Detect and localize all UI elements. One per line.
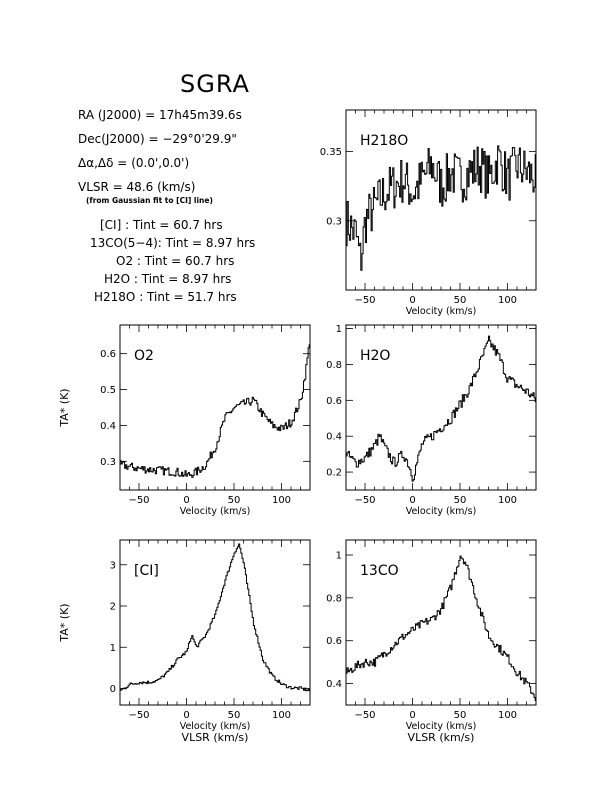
- x-axis-label: Velocity (km/s): [406, 306, 477, 317]
- tint-value: Tint = 51.7 hrs: [147, 290, 237, 304]
- tint-value: Tint = 8.97 hrs: [141, 272, 232, 286]
- y-tick-label: 0.6: [326, 396, 342, 407]
- y-tick-label: 0.3: [326, 216, 342, 227]
- vlsr-row: VLSR = 48.6 (km/s): [78, 180, 195, 194]
- x-axis-label: Velocity (km/s): [180, 721, 251, 732]
- x-tick-label: 0: [183, 710, 189, 721]
- vlsr-label: VLSR =: [78, 180, 123, 194]
- x-tick-label: 50: [454, 710, 467, 721]
- x-tick-label: 50: [228, 495, 241, 506]
- tint-row-ci: [CI] : Tint = 60.7 hrs: [100, 218, 223, 232]
- tint-value: Tint = 60.7 hrs: [132, 218, 223, 232]
- x-axis-label: Velocity (km/s): [180, 506, 251, 517]
- x-tick-label: 0: [409, 495, 415, 506]
- ra-label: RA (J2000) =: [78, 108, 156, 122]
- y-tick-label: 0.3: [100, 457, 116, 468]
- spectrum-line: [346, 335, 536, 482]
- y-tick-label: 3: [110, 560, 116, 571]
- y-tick-label: 0.5: [100, 385, 116, 396]
- offset-value: (0.0',0.0'): [131, 156, 190, 170]
- y-tick-label: 0.4: [326, 432, 342, 443]
- tint-line-name: H218O: [94, 290, 136, 304]
- species-label: H2O: [360, 348, 390, 364]
- x-tick-label: 0: [409, 295, 415, 306]
- vlsr-note: (from Gaussian fit to [CI] line): [86, 196, 213, 205]
- species-label: H218O: [360, 133, 408, 149]
- x-tick-label: −50: [128, 495, 149, 506]
- offset-row: Δα,Δδ = (0.0',0.0'): [78, 156, 189, 170]
- ra-value: 17h45m39.6s: [159, 108, 242, 122]
- y-tick-label: 0.4: [100, 421, 116, 432]
- spectrum-line: [120, 543, 310, 692]
- spectrum-line: [346, 145, 536, 271]
- tint-line-name: H2O: [104, 272, 131, 286]
- dec-label: Dec(J2000) =: [78, 132, 159, 146]
- y-tick-label: 0.6: [326, 636, 342, 647]
- y-tick-label: 0.2: [326, 468, 342, 479]
- x-tick-label: −50: [128, 710, 149, 721]
- vlsr-axis-label: VLSR (km/s): [408, 731, 475, 744]
- y-axis-label: TA* (K): [58, 603, 71, 642]
- y-tick-label: 0.4: [326, 679, 342, 690]
- y-tick-label: 1: [336, 551, 342, 562]
- tint-line-name: 13CO(5−4): [90, 236, 158, 250]
- x-tick-label: 50: [454, 495, 467, 506]
- x-tick-label: 0: [183, 495, 189, 506]
- y-tick-label: 0.35: [320, 147, 342, 158]
- y-tick-label: 0.8: [326, 593, 342, 604]
- dec-row: Dec(J2000) = −29°0'29.9": [78, 132, 237, 146]
- y-tick-label: 0.6: [100, 349, 116, 360]
- offset-label: Δα,Δδ =: [78, 156, 128, 170]
- x-axis-label: Velocity (km/s): [406, 721, 477, 732]
- tint-row-o2: O2 : Tint = 60.7 hrs: [116, 254, 235, 268]
- x-tick-label: −50: [354, 495, 375, 506]
- tint-value: Tint = 60.7 hrs: [144, 254, 235, 268]
- x-tick-label: 100: [272, 495, 291, 506]
- x-tick-label: 100: [498, 295, 517, 306]
- chart-panel-3: −50 0 50 100 0.2 0.4 0.6 0.8 1 Velocity (km/s) H2O: [326, 324, 537, 517]
- y-axis-label: TA* (K): [58, 388, 71, 427]
- x-tick-label: −50: [354, 710, 375, 721]
- y-tick-label: 0: [110, 684, 116, 695]
- vlsr-axis-label: VLSR (km/s): [182, 731, 249, 744]
- tint-row-h2o: H2O : Tint = 8.97 hrs: [104, 272, 232, 286]
- tint-line-name: O2: [116, 254, 134, 268]
- x-axis-label: Velocity (km/s): [406, 506, 477, 517]
- dec-value: −29°0'29.9": [162, 132, 237, 146]
- x-tick-label: 50: [228, 710, 241, 721]
- spectrum-line: [346, 555, 536, 701]
- spectrum-line: [120, 344, 310, 478]
- chart-panel-1: −50 0 50 100 0.3 0.35 Velocity (km/s) H218O: [320, 109, 537, 317]
- ra-row: RA (J2000) = 17h45m39.6s: [78, 108, 242, 122]
- chart-panel-2: −50 0 50 100 0.3 0.4 0.5 0.6 Velocity (km/s) TA* …: [58, 324, 311, 517]
- y-tick-label: 2: [110, 602, 116, 613]
- x-tick-label: 100: [498, 710, 517, 721]
- vlsr-value: 48.6 (km/s): [126, 180, 196, 194]
- x-tick-label: −50: [354, 295, 375, 306]
- x-tick-label: 0: [409, 710, 415, 721]
- y-tick-label: 1: [110, 643, 116, 654]
- species-label: 13CO: [360, 563, 399, 579]
- x-tick-label: 100: [272, 710, 291, 721]
- page-title: SGRA: [180, 70, 250, 98]
- tint-row-h218o: H218O : Tint = 51.7 hrs: [94, 290, 237, 304]
- y-tick-label: 1: [336, 324, 342, 335]
- tint-line-name: [CI]: [100, 218, 122, 232]
- tint-row-13co: 13CO(5−4): Tint = 8.97 hrs: [90, 236, 256, 250]
- chart-panel-5: −50 0 50 100 0.4 0.6 0.8 1 Velocity (km/s)VLSR (…: [326, 539, 537, 744]
- species-label: [CI]: [134, 563, 159, 579]
- tint-value: Tint = 8.97 hrs: [165, 236, 256, 250]
- x-tick-label: 100: [498, 495, 517, 506]
- y-tick-label: 0.8: [326, 360, 342, 371]
- x-tick-label: 50: [454, 295, 467, 306]
- chart-panel-4: −50 0 50 100 0 1 2 3 Velocity (km/s)VLSR (km/s) T…: [58, 539, 311, 744]
- species-label: O2: [134, 348, 154, 364]
